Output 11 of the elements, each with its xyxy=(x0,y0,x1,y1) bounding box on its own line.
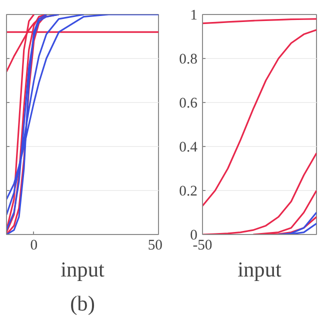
text: (b) xyxy=(70,292,95,316)
y-tick-label: 1 xyxy=(190,8,198,24)
y-tick-label: 0.2 xyxy=(179,184,198,200)
x-axis-title: input xyxy=(238,258,282,282)
x-tick-label: 50 xyxy=(148,238,162,254)
y-tick-label: 0 xyxy=(190,228,198,244)
x-tick-label: 0 xyxy=(30,238,38,254)
y-tick-label: 0.4 xyxy=(179,140,198,156)
y-tick-label: 0.6 xyxy=(179,96,198,112)
y-tick-label: 0.8 xyxy=(179,52,198,68)
x-axis-title: input xyxy=(60,258,104,282)
